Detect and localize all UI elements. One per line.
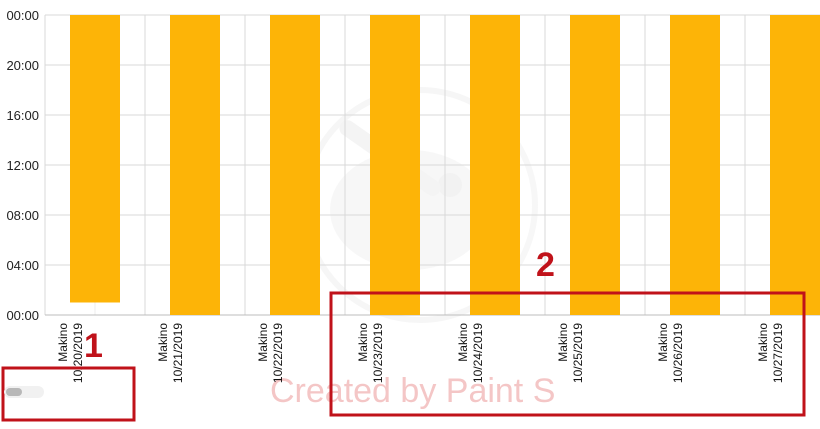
x-tick-label: Makino 10/27/2019	[756, 323, 785, 383]
y-axis-ticks: 00:00 04:00 08:00 12:00 16:00 20:00 00:00	[6, 8, 39, 323]
x-tick-line-2: 10/26/2019	[671, 323, 685, 383]
watermark-text: Created by Paint S	[270, 372, 555, 410]
x-tick-line-1: Makino	[356, 323, 370, 362]
x-tick-line-2: 10/25/2019	[571, 323, 585, 383]
callout-box-1	[1, 366, 136, 422]
horizontal-scrollbar[interactable]	[4, 386, 44, 398]
x-tick-line-2: 10/20/2019	[71, 323, 85, 383]
x-tick-line-1: Makino	[156, 323, 170, 362]
chart-bars	[70, 15, 820, 315]
x-tick-line-2: 10/23/2019	[371, 323, 385, 383]
bar-3[interactable]	[270, 15, 320, 315]
bar-8[interactable]	[770, 15, 820, 315]
x-tick-line-2: 10/21/2019	[171, 323, 185, 383]
x-tick-label: Makino 10/23/2019	[356, 323, 385, 383]
x-tick-line-2: 10/22/2019	[271, 323, 285, 383]
x-tick-line-2: 10/24/2019	[471, 323, 485, 383]
x-tick-line-1: Makino	[256, 323, 270, 362]
bar-7[interactable]	[670, 15, 720, 315]
x-tick-label: Makino 10/20/2019	[56, 323, 85, 383]
x-tick-label: Makino 10/26/2019	[656, 323, 685, 383]
x-tick-line-1: Makino	[556, 323, 570, 362]
y-tick-label: 16:00	[6, 108, 39, 123]
y-tick-label: 08:00	[6, 208, 39, 223]
callout-number-1: 1	[84, 327, 103, 365]
bar-4[interactable]	[370, 15, 420, 315]
x-tick-line-1: Makino	[456, 323, 470, 362]
x-tick-line-2: 10/27/2019	[771, 323, 785, 383]
callout-number-2: 2	[536, 246, 555, 284]
x-tick-label: Makino 10/21/2019	[156, 323, 185, 383]
y-tick-label: 00:00	[6, 8, 39, 23]
y-tick-label: 04:00	[6, 258, 39, 273]
x-tick-label: Makino 10/24/2019	[456, 323, 485, 383]
x-tick-line-1: Makino	[56, 323, 70, 362]
y-tick-label: 12:00	[6, 158, 39, 173]
x-tick-label: Makino 10/25/2019	[556, 323, 585, 383]
callout-box-2	[329, 291, 806, 417]
bar-6[interactable]	[570, 15, 620, 315]
y-tick-label: 20:00	[6, 58, 39, 73]
bar-2[interactable]	[170, 15, 220, 315]
bar-1[interactable]	[70, 15, 120, 303]
x-tick-line-1: Makino	[656, 323, 670, 362]
scrollbar-thumb[interactable]	[6, 388, 22, 396]
x-tick-label: Makino 10/22/2019	[256, 323, 285, 383]
y-tick-label: 00:00	[6, 308, 39, 323]
bar-5[interactable]	[470, 15, 520, 315]
annotations: 1 2	[1, 246, 806, 422]
x-tick-line-1: Makino	[756, 323, 770, 362]
